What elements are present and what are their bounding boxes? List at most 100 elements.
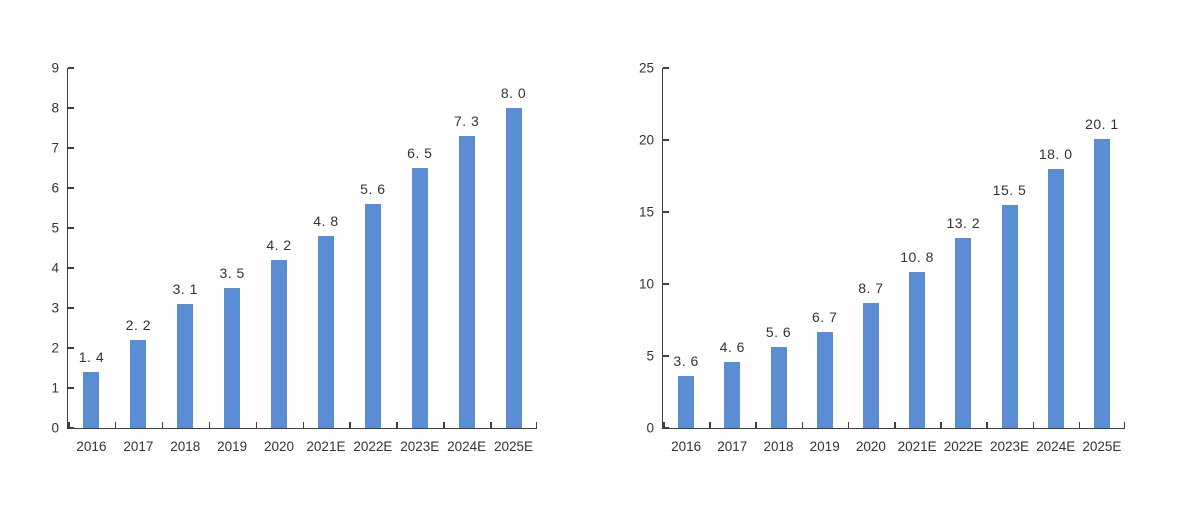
x-axis-tick-label: 2017: [717, 439, 748, 454]
bar: [505, 108, 522, 428]
x-axis-tick-label: 2024E: [1036, 439, 1076, 454]
x-axis-tick: [535, 422, 537, 428]
bar-chart-left: 0 1 2 3 4 5 6 7 8 9 1. 4 2016 2. 2 2017 3. 1 2018 3. 5 20…: [51, 61, 537, 454]
x-axis-tick-label: 2022E: [353, 439, 393, 454]
x-axis-tick: [709, 422, 711, 428]
y-axis-tick-label: 5: [51, 220, 59, 236]
x-axis-tick: [1123, 422, 1125, 428]
bar-value-label: 6. 7: [812, 308, 838, 325]
bar-value-label: 8. 0: [500, 85, 527, 101]
bar: [177, 304, 194, 428]
bar-value-label: 20. 1: [1085, 115, 1119, 132]
y-axis-tick: [663, 211, 669, 213]
x-axis-tick: [349, 422, 351, 428]
y-axis-tick: [68, 427, 74, 429]
y-axis-tick: [68, 307, 74, 309]
x-axis-tick-label: 2018: [170, 439, 201, 454]
x-axis-tick-label: 2018: [763, 439, 794, 454]
bar: [130, 340, 147, 428]
y-axis-tick-label: 10: [638, 276, 654, 292]
y-axis-tick: [68, 387, 74, 389]
bar-value-label: 2. 2: [125, 317, 152, 333]
x-axis-tick: [755, 422, 757, 428]
bar-value-label: 8. 7: [858, 279, 884, 296]
x-axis-tick: [255, 422, 258, 428]
bar: [816, 331, 833, 428]
bar-value-label: 18. 0: [1038, 145, 1073, 162]
bar-value-label: 10. 8: [900, 249, 934, 266]
x-axis-tick: [208, 422, 211, 428]
x-axis-tick: [490, 422, 492, 428]
x-axis-tick-label: 2021E: [897, 439, 937, 454]
bar-value-label: 6. 5: [407, 145, 433, 161]
bar-value-label: 4. 8: [313, 213, 339, 229]
bar-value-label: 5. 6: [765, 324, 792, 341]
x-axis-tick-label: 2019: [217, 439, 248, 454]
y-axis-tick-label: 15: [638, 204, 654, 220]
y-axis-tick-label: 6: [51, 180, 59, 196]
x-axis-tick-label: 2017: [123, 439, 154, 454]
x-axis-tick-label: 2016: [671, 439, 702, 454]
y-axis-tick: [68, 267, 74, 269]
y-axis-tick-label: 1: [51, 380, 59, 396]
y-axis-tick: [68, 187, 74, 189]
y-axis-tick: [663, 139, 669, 141]
y-axis-tick-label: 0: [51, 420, 59, 436]
x-axis-tick: [663, 422, 665, 428]
y-axis-tick: [68, 227, 74, 229]
x-axis-tick: [1032, 422, 1035, 428]
x-axis-tick: [161, 422, 164, 428]
bar: [271, 260, 288, 428]
bar-value-label: 15. 5: [992, 181, 1027, 198]
x-axis-tick: [847, 422, 850, 428]
x-axis-tick: [940, 422, 942, 428]
y-axis-tick: [68, 147, 74, 149]
x-axis-tick: [894, 422, 896, 428]
y-axis-tick-label: 0: [646, 420, 654, 436]
bar: [955, 237, 972, 428]
x-axis-tick-label: 2022E: [943, 439, 983, 454]
x-axis-tick-label: 2016: [76, 439, 107, 454]
x-axis-tick: [986, 422, 988, 428]
bar-value-label: 4. 2: [266, 237, 292, 253]
x-axis-tick-label: 2020: [855, 439, 886, 454]
x-axis-tick: [801, 422, 804, 428]
x-axis-tick-label: 2023E: [400, 439, 440, 454]
y-axis-tick-label: 9: [51, 60, 59, 76]
y-axis-tick-label: 20: [638, 132, 654, 148]
bar: [364, 204, 381, 428]
bar-value-label: 1. 4: [78, 349, 105, 365]
x-axis-tick-label: 2023E: [989, 439, 1030, 454]
bar-chart-right: 0 5 10 15 20 25 3. 6 2016 4. 6 2017 5. 6 2018 6. 7 20…: [639, 61, 1125, 454]
bar-value-label: 3. 1: [172, 281, 198, 297]
y-axis-tick: [68, 107, 74, 109]
x-axis-tick-label: 2025E: [494, 439, 534, 454]
bar: [224, 288, 241, 428]
bar: [909, 272, 926, 428]
y-axis-tick: [68, 347, 74, 349]
y-axis-tick-label: 4: [51, 260, 59, 276]
bar: [1001, 204, 1018, 428]
y-axis-tick-label: 2: [51, 340, 59, 356]
bar: [724, 361, 741, 428]
bar-value-label: 5. 6: [360, 181, 386, 197]
bar-value-label: 7. 3: [453, 113, 480, 129]
y-axis-tick: [663, 355, 669, 357]
bar: [1047, 168, 1064, 428]
y-axis-tick: [663, 67, 669, 69]
bar-value-label: 3. 5: [219, 265, 245, 281]
x-axis-tick: [114, 422, 117, 428]
x-axis-tick: [68, 422, 70, 428]
bar: [458, 136, 475, 428]
y-axis-tick-label: 3: [51, 300, 59, 316]
bar: [862, 302, 879, 428]
bar: [411, 168, 428, 428]
bar: [770, 347, 787, 428]
y-axis-tick-label: 8: [51, 100, 59, 116]
y-axis-tick-label: 25: [638, 60, 654, 76]
y-axis-tick-label: 5: [646, 348, 654, 364]
bar: [317, 236, 334, 428]
y-axis-tick: [663, 283, 669, 285]
bar-value-label: 13. 2: [946, 214, 981, 231]
